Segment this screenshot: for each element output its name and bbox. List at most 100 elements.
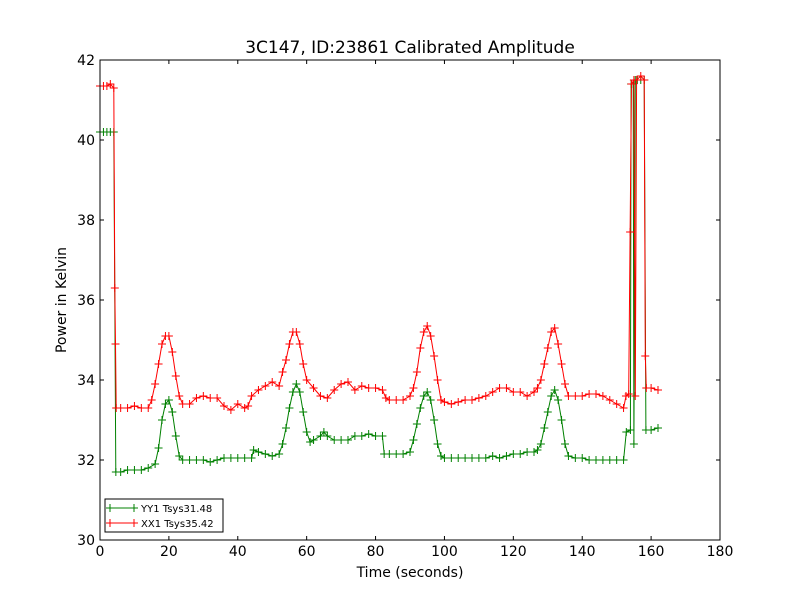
data-point [233, 454, 242, 462]
data-point [557, 416, 566, 424]
data-point [275, 382, 284, 390]
data-point [523, 448, 532, 456]
data-point [158, 416, 166, 424]
data-point [175, 392, 184, 400]
data-point [185, 456, 194, 464]
data-point [585, 456, 594, 464]
data-point [295, 340, 304, 348]
data-point [316, 392, 325, 400]
data-point [261, 450, 270, 458]
data-point [164, 332, 173, 340]
data-point [409, 384, 418, 392]
data-point [323, 432, 332, 440]
data-point [406, 448, 414, 456]
data-point [392, 396, 401, 404]
data-point [578, 392, 587, 400]
data-point [154, 360, 163, 368]
x-tick-label: 180 [707, 544, 734, 560]
data-point [550, 386, 559, 394]
data-point [123, 404, 132, 412]
data-point [423, 388, 432, 396]
data-point [381, 394, 390, 402]
data-point [547, 328, 556, 336]
x-tick-label: 20 [160, 544, 178, 560]
legend-item: YY1 Tsys31.48 [106, 504, 212, 515]
data-point [378, 386, 387, 394]
data-point [495, 454, 504, 462]
data-point [337, 436, 346, 444]
data-point [306, 438, 315, 446]
data-point [461, 454, 470, 462]
data-point [344, 436, 352, 444]
data-point [447, 400, 456, 408]
data-point [454, 398, 463, 406]
data-point [426, 332, 435, 340]
data-point [247, 392, 256, 400]
data-point [302, 376, 311, 384]
data-point [111, 340, 120, 348]
data-point [137, 466, 146, 474]
data-point [254, 386, 263, 394]
data-point [175, 452, 184, 460]
data-point [233, 400, 242, 408]
x-tick-label: 140 [569, 544, 596, 560]
data-point [244, 402, 253, 410]
data-point [502, 384, 511, 392]
data-point [323, 394, 332, 402]
data-point [213, 456, 222, 464]
data-point [447, 454, 456, 462]
data-point [629, 440, 638, 448]
data-point [474, 454, 483, 462]
data-point [199, 456, 208, 464]
data-point [144, 464, 153, 472]
data-point [240, 454, 249, 462]
data-point [488, 388, 497, 396]
y-tick-label: 36 [77, 293, 95, 309]
data-point [550, 324, 559, 332]
data-point [357, 432, 366, 440]
data-point [631, 392, 640, 400]
data-point [419, 328, 428, 336]
data-point [481, 454, 490, 462]
legend-marker [130, 504, 138, 512]
data-point [254, 448, 263, 456]
x-axis-label: Time (seconds) [356, 565, 464, 581]
data-point [430, 352, 439, 360]
data-point [419, 392, 428, 400]
axes: 0 20 40 60 80 100 120 140 160 180 30 32 34 36 38 40 42 [77, 53, 733, 560]
y-tick-label: 30 [77, 533, 95, 549]
data-point [440, 398, 449, 406]
data-point [578, 454, 587, 462]
data-point [226, 454, 235, 462]
data-point [299, 360, 308, 368]
legend-label: YY1 Tsys31.48 [140, 504, 212, 515]
data-point [488, 452, 497, 460]
data-point [192, 456, 201, 464]
data-point [530, 388, 538, 396]
data-point [516, 450, 525, 458]
x-tick-label: 120 [500, 544, 527, 560]
data-point [309, 436, 318, 444]
data-point [554, 340, 563, 348]
data-point [130, 402, 139, 410]
x-tick-label: 100 [431, 544, 458, 560]
y-tick-label: 42 [77, 53, 95, 69]
data-point [292, 328, 301, 336]
data-point [626, 426, 635, 434]
data-point [461, 396, 470, 404]
data-point [247, 454, 256, 462]
series-2 [96, 72, 662, 414]
data-point [206, 458, 215, 466]
data-point [592, 456, 600, 464]
data-point [619, 456, 628, 464]
x-tick-label: 80 [367, 544, 385, 560]
data-point [540, 424, 549, 432]
data-point [636, 72, 645, 80]
data-point [168, 408, 177, 416]
data-point [268, 378, 277, 386]
data-point [416, 404, 425, 412]
data-point [437, 452, 445, 460]
data-point [632, 76, 641, 84]
data-point [171, 432, 180, 440]
